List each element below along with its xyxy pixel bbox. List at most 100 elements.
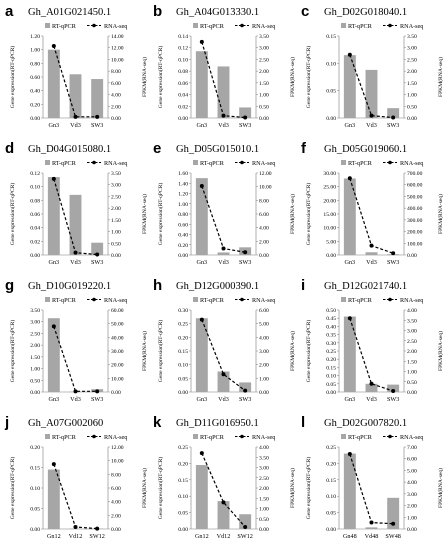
legend-bar-swatch — [341, 23, 346, 28]
category-label: Vd3 — [366, 396, 377, 403]
right-axis-title: FPKM(RNA-seq) — [437, 57, 444, 97]
left-tick-label: 20.00 — [323, 198, 336, 204]
legend-line-label: RNA-seq — [104, 297, 127, 304]
panel-title: Gh_D10G019220.1 — [28, 281, 111, 292]
left-tick-label: 0.10 — [326, 61, 336, 67]
left-tick-label: 1.20 — [30, 34, 40, 40]
right-tick-label: 500.00 — [407, 194, 423, 200]
legend-bar-swatch — [45, 297, 50, 302]
right-tick-label: 20.00 — [111, 363, 124, 369]
bar-gn3 — [196, 178, 208, 255]
right-tick-label: 0.00 — [407, 253, 417, 259]
rnaseq-point-sw3 — [95, 115, 99, 119]
rnaseq-point-vd3 — [74, 251, 78, 255]
right-axis-title: FPKM(RNA-seq) — [141, 331, 148, 371]
left-axis-title: Gene expression(RT-qPCR) — [9, 320, 16, 383]
rnaseq-point-sw3 — [391, 389, 395, 393]
rnaseq-point-sw3 — [243, 116, 247, 120]
right-tick-label: 200.00 — [407, 230, 423, 236]
left-tick-label: 0.00 — [178, 116, 188, 122]
panel-label: k — [153, 414, 162, 431]
legend-line-marker — [92, 435, 96, 439]
panel-label: f — [301, 140, 307, 157]
right-tick-label: 40.00 — [111, 335, 124, 341]
category-label: Gn3 — [197, 122, 208, 129]
left-tick-label: 0.10 — [178, 494, 188, 500]
bar-gn3 — [344, 317, 356, 392]
panel-title: Gh_D12G000390.1 — [176, 281, 259, 292]
legend-line-marker — [92, 24, 96, 28]
right-tick-label: 4.00 — [407, 308, 417, 314]
category-label: Vd3 — [70, 259, 81, 266]
rnaseq-point-sw12 — [243, 525, 247, 529]
category-label: Gn3 — [345, 122, 356, 129]
left-axis-title: Gene expression(RT-qPCR) — [305, 46, 312, 109]
legend-line-marker — [92, 161, 96, 165]
right-tick-label: 0.00 — [259, 253, 269, 259]
rnaseq-point-vd3 — [370, 244, 374, 248]
left-tick-label: 2.00 — [30, 343, 40, 349]
right-tick-label: 2.00 — [111, 206, 121, 212]
left-tick-label: 0.40 — [30, 89, 40, 95]
right-tick-label: 0.50 — [407, 380, 417, 386]
right-tick-label: 0.00 — [407, 527, 417, 533]
panel-title: Gh_D02G018040.1 — [324, 7, 407, 18]
left-tick-label: 0.30 — [326, 341, 336, 347]
right-tick-label: 14.00 — [111, 34, 124, 40]
legend-line-label: RNA-seq — [252, 434, 275, 441]
left-tick-label: 0.20 — [178, 461, 188, 467]
left-tick-label: 0.10 — [30, 185, 40, 191]
rnaseq-point-gn3 — [200, 40, 204, 44]
left-tick-label: 0.05 — [30, 507, 40, 513]
rnaseq-point-vd3 — [222, 372, 226, 376]
left-tick-label: 0.05 — [326, 89, 336, 95]
category-label: Gn3 — [49, 122, 60, 129]
bar-vd3 — [218, 66, 230, 118]
rnaseq-point-vd48 — [370, 521, 374, 525]
legend-bar-swatch — [193, 23, 198, 28]
right-tick-label: 3.50 — [407, 34, 417, 40]
right-axis-title: FPKM(RNA-seq) — [437, 468, 444, 508]
left-tick-label: 0.80 — [178, 212, 188, 218]
right-tick-label: 2.00 — [259, 239, 269, 245]
left-tick-label: 1.60 — [178, 171, 188, 177]
legend-line-label: RNA-seq — [104, 23, 127, 30]
left-tick-label: 0.00 — [326, 390, 336, 396]
legend-line-label: RNA-seq — [400, 434, 423, 441]
bar-gn3 — [48, 318, 60, 392]
legend-line-label: RNA-seq — [252, 297, 275, 304]
bar-gn12 — [48, 470, 60, 529]
rnaseq-point-vd12 — [74, 525, 78, 529]
bar-gn3 — [48, 50, 60, 118]
right-tick-label: 30.00 — [111, 349, 124, 355]
left-tick-label: 0.05 — [178, 376, 188, 382]
rnaseq-point-gn3 — [348, 176, 352, 180]
right-tick-label: 60.00 — [111, 308, 124, 314]
legend-bar-swatch — [45, 434, 50, 439]
legend-bar-label: RT-qPCR — [52, 297, 77, 304]
left-tick-label: 30.00 — [323, 171, 336, 177]
right-axis-title: FPKM(RNA-seq) — [289, 194, 296, 234]
left-tick-label: 0.00 — [178, 390, 188, 396]
rnaseq-point-vd3 — [222, 114, 226, 118]
right-axis-title: FPKM(RNA-seq) — [141, 57, 148, 97]
bar-sw3 — [91, 79, 103, 118]
left-tick-label: 0.05 — [326, 511, 336, 517]
left-axis-title: Gene expression(RT-qPCR) — [157, 320, 164, 383]
left-tick-label: 0.00 — [30, 253, 40, 259]
right-tick-label: 10.00 — [111, 376, 124, 382]
right-tick-label: 5.00 — [407, 468, 417, 474]
panel-title: Gh_A01G021450.1 — [28, 7, 111, 18]
right-tick-label: 0.00 — [407, 116, 417, 122]
rnaseq-point-sw3 — [95, 389, 99, 393]
category-label: SW3 — [387, 122, 399, 129]
category-label: Vd12 — [69, 533, 83, 540]
right-tick-label: 2.00 — [407, 69, 417, 75]
panel-label: j — [4, 414, 9, 431]
category-label: Vd3 — [218, 396, 229, 403]
legend-bar-label: RT-qPCR — [348, 434, 373, 441]
rnaseq-point-vd12 — [222, 500, 226, 504]
right-axis-title: FPKM(RNA-seq) — [141, 468, 148, 508]
bar-vd48 — [366, 527, 378, 529]
left-tick-label: 0.12 — [30, 171, 40, 177]
